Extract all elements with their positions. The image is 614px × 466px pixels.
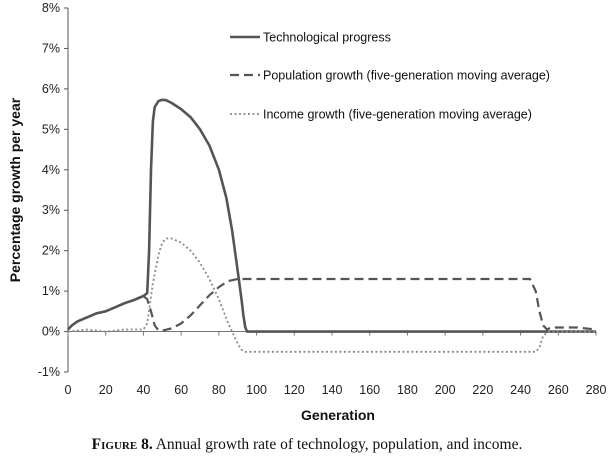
y-tick-label: 1%	[42, 284, 60, 298]
x-tick-label: 180	[397, 383, 418, 397]
series-line-1	[67, 277, 597, 332]
legend-label-2: Income growth (five-generation moving av…	[263, 108, 532, 122]
x-tick-label: 80	[212, 383, 226, 397]
y-tick-label: 2%	[42, 244, 60, 258]
x-tick-label: 60	[174, 383, 188, 397]
x-tick-label: 140	[322, 383, 343, 397]
y-tick-label: 8%	[42, 1, 60, 15]
x-tick-label: 160	[359, 383, 380, 397]
y-tick-label: 0%	[42, 325, 60, 339]
x-tick-label: 220	[472, 383, 493, 397]
x-tick-label: 0	[65, 383, 72, 397]
plot-region: -1% 0% 1% 2% 3% 4% 5% 6% 7% 8% 0 20 40 60 80 100 120 140 1…	[38, 1, 607, 397]
series-line-2	[67, 237, 596, 353]
legend-label-0: Technological progress	[263, 31, 391, 45]
x-tick-label: 20	[99, 383, 113, 397]
x-tick-label: 240	[510, 383, 531, 397]
y-tick-label: 5%	[42, 122, 60, 136]
y-tick-label: 6%	[42, 82, 60, 96]
chart-area: -1% 0% 1% 2% 3% 4% 5% 6% 7% 8% 0 20 40 60 80 100 120 140 1…	[7, 1, 607, 423]
x-tick-label: 100	[246, 383, 267, 397]
caption-lead: Figure 8.	[91, 436, 153, 453]
x-tick-label: 120	[284, 383, 305, 397]
legend-label-1: Population growth (five-generation movin…	[263, 69, 550, 83]
y-tick-label: -1%	[38, 365, 60, 379]
figure-caption: Figure 8. Annual growth rate of technolo…	[0, 436, 614, 454]
x-tick-label: 40	[136, 383, 150, 397]
y-tick-label: 4%	[42, 163, 60, 177]
x-tick-label: 280	[586, 383, 607, 397]
series-line-0	[67, 98, 596, 333]
y-axis-title: Percentage growth per year	[7, 97, 23, 282]
x-tick-label: 260	[548, 383, 569, 397]
caption-text: Annual growth rate of technology, popula…	[152, 436, 523, 453]
x-axis-title: Generation	[301, 407, 375, 423]
y-tick-label: 3%	[42, 203, 60, 217]
x-tick-label: 200	[435, 383, 456, 397]
y-tick-label: 7%	[42, 41, 60, 55]
